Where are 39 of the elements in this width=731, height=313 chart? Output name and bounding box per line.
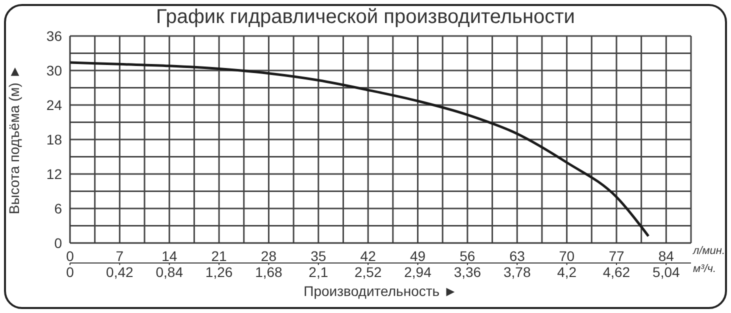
x-tick-label: 21 <box>211 248 228 264</box>
line-series <box>70 61 650 238</box>
x-tick-label: 35 <box>310 248 326 264</box>
x2-tick-label: 0 <box>66 264 74 280</box>
x-tick-label: 42 <box>360 248 376 264</box>
x2-tick-label: 0,42 <box>106 264 134 280</box>
x2-tick-label: 2,1 <box>308 264 328 280</box>
x2-tick-label: 3,36 <box>454 264 482 280</box>
y-tick-label: 18 <box>46 131 62 148</box>
x-tick-label: 49 <box>410 248 426 264</box>
x-tick-label: 0 <box>66 248 74 264</box>
x-tick-label: 84 <box>658 248 674 264</box>
text: м³/ч. <box>693 263 716 275</box>
x2-tick-label: 2,52 <box>354 264 382 280</box>
y-tick-label: 6 <box>54 200 62 216</box>
x2-tick-label: 1,68 <box>255 264 283 280</box>
y-tick-label: 36 <box>46 28 62 44</box>
x-tick-label: 63 <box>509 248 526 264</box>
chart-title: График гидравлической производительности <box>155 6 576 29</box>
y-axis-title: Высота подъёма (м) ► <box>6 64 22 214</box>
x2-tick-label: 5,04 <box>652 264 680 280</box>
y-tick-label: 24 <box>46 96 62 113</box>
y-tick-label: 12 <box>46 166 62 182</box>
x2-tick-label: 4,2 <box>557 264 577 280</box>
x-tick-label: 7 <box>116 248 124 264</box>
x-tick-label: 14 <box>162 248 178 264</box>
x-axis-title: Производительность ► <box>302 283 458 299</box>
x-tick-label: 77 <box>608 248 624 264</box>
x2-tick-label: 3,78 <box>503 264 531 280</box>
x-tick-label: 56 <box>460 248 476 264</box>
x2-tick-label: 2,94 <box>404 264 432 280</box>
x-tick-label: 28 <box>260 248 277 264</box>
x-tick-label: 70 <box>559 248 575 264</box>
y-tick-label: 0 <box>54 234 62 251</box>
y-tick-label: 30 <box>46 62 62 78</box>
text: л/мин. <box>693 245 726 257</box>
x2-tick-label: 1,26 <box>205 264 233 280</box>
x2-tick-label: 0,84 <box>156 264 184 280</box>
x2-tick-label: 4,62 <box>602 264 630 280</box>
